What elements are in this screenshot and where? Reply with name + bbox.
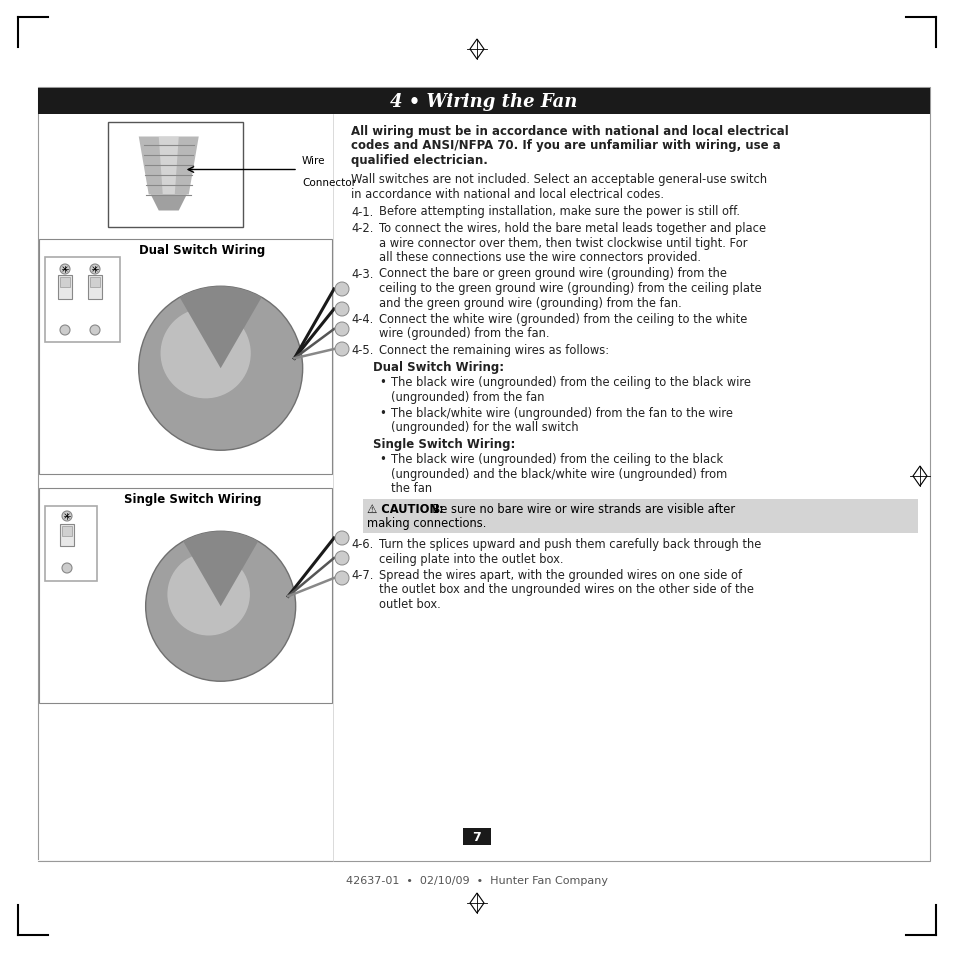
- Text: Wire: Wire: [302, 156, 325, 167]
- Circle shape: [138, 287, 302, 451]
- Circle shape: [335, 303, 349, 316]
- Text: 4-1.: 4-1.: [351, 205, 373, 218]
- Circle shape: [335, 552, 349, 565]
- Circle shape: [335, 323, 349, 336]
- Circle shape: [60, 326, 70, 335]
- Circle shape: [335, 532, 349, 545]
- Circle shape: [146, 532, 295, 681]
- Text: 4-5.: 4-5.: [351, 344, 373, 356]
- Text: Connect the white wire (grounded) from the ceiling to the white: Connect the white wire (grounded) from t…: [378, 313, 746, 326]
- Text: ceiling to the green ground wire (grounding) from the ceiling plate: ceiling to the green ground wire (ground…: [378, 282, 760, 294]
- Text: 4 • Wiring the Fan: 4 • Wiring the Fan: [390, 92, 578, 111]
- Text: Single Switch Wiring: Single Switch Wiring: [124, 493, 261, 505]
- Text: 4-4.: 4-4.: [351, 313, 373, 326]
- Text: Turn the splices upward and push them carefully back through the: Turn the splices upward and push them ca…: [378, 537, 760, 551]
- Text: Wall switches are not included. Select an acceptable general-use switch: Wall switches are not included. Select a…: [351, 173, 766, 186]
- Bar: [88, 275, 102, 299]
- Text: The black wire (ungrounded) from the ceiling to the black: The black wire (ungrounded) from the cei…: [391, 453, 722, 466]
- Text: qualified electrician.: qualified electrician.: [351, 153, 487, 167]
- Text: Spread the wires apart, with the grounded wires on one side of: Spread the wires apart, with the grounde…: [378, 568, 741, 581]
- Text: Connect the bare or green ground wire (grounding) from the: Connect the bare or green ground wire (g…: [378, 267, 726, 280]
- Circle shape: [60, 265, 70, 274]
- Bar: [38, 861, 333, 862]
- Text: Single Switch Wiring:: Single Switch Wiring:: [373, 437, 515, 451]
- Polygon shape: [470, 40, 483, 60]
- Text: The black wire (ungrounded) from the ceiling to the black wire: The black wire (ungrounded) from the cei…: [391, 375, 750, 389]
- Bar: [38, 88, 929, 862]
- Text: wire (grounded) from the fan.: wire (grounded) from the fan.: [378, 327, 549, 340]
- Text: Be sure no bare wire or wire strands are visible after: Be sure no bare wire or wire strands are…: [424, 502, 735, 516]
- Bar: [39, 240, 332, 475]
- Text: ⚠ CAUTION:: ⚠ CAUTION:: [367, 502, 443, 516]
- Polygon shape: [912, 467, 926, 486]
- Circle shape: [90, 265, 100, 274]
- Text: Before attempting installation, make sure the power is still off.: Before attempting installation, make sur…: [378, 205, 740, 218]
- Text: (ungrounded) for the wall switch: (ungrounded) for the wall switch: [391, 421, 578, 434]
- Bar: [45, 257, 120, 343]
- Text: 42637-01  •  02/10/09  •  Hunter Fan Company: 42637-01 • 02/10/09 • Hunter Fan Company: [346, 875, 607, 885]
- Text: Dual Switch Wiring:: Dual Switch Wiring:: [373, 360, 503, 374]
- Circle shape: [62, 512, 71, 521]
- Polygon shape: [158, 137, 178, 195]
- Bar: [363, 499, 917, 534]
- Text: and the green ground wire (grounding) from the fan.: and the green ground wire (grounding) fr…: [378, 296, 681, 309]
- Bar: [462, 828, 491, 845]
- Circle shape: [335, 572, 349, 585]
- Text: ceiling plate into the outlet box.: ceiling plate into the outlet box.: [378, 552, 563, 565]
- Text: making connections.: making connections.: [367, 517, 486, 530]
- Text: 7: 7: [472, 831, 481, 843]
- Text: all these connections use the wire connectors provided.: all these connections use the wire conne…: [378, 251, 700, 264]
- Circle shape: [167, 554, 250, 636]
- Text: (ungrounded) and the black/white wire (ungrounded) from: (ungrounded) and the black/white wire (u…: [391, 468, 726, 480]
- Bar: [60, 524, 74, 546]
- Text: •: •: [378, 375, 385, 389]
- Text: To connect the wires, hold the bare metal leads together and place: To connect the wires, hold the bare meta…: [378, 222, 765, 234]
- Bar: [90, 277, 100, 288]
- Text: Dual Switch Wiring: Dual Switch Wiring: [139, 244, 265, 256]
- Bar: [60, 277, 70, 288]
- Circle shape: [90, 326, 100, 335]
- Bar: [58, 275, 71, 299]
- Text: Connector: Connector: [302, 177, 355, 188]
- Text: •: •: [378, 407, 385, 419]
- Text: in accordance with national and local electrical codes.: in accordance with national and local el…: [351, 188, 663, 201]
- Bar: [38, 89, 929, 115]
- Text: 4-7.: 4-7.: [351, 568, 373, 581]
- Circle shape: [335, 343, 349, 356]
- Bar: [39, 489, 332, 703]
- Wedge shape: [179, 287, 261, 369]
- Text: outlet box.: outlet box.: [378, 598, 440, 610]
- Circle shape: [160, 309, 251, 399]
- Text: 4-6.: 4-6.: [351, 537, 373, 551]
- Text: All wiring must be in accordance with national and local electrical: All wiring must be in accordance with na…: [351, 125, 788, 138]
- Polygon shape: [151, 195, 187, 212]
- Wedge shape: [183, 532, 258, 607]
- Polygon shape: [470, 893, 483, 913]
- Text: •: •: [378, 453, 385, 466]
- Text: The black/white wire (ungrounded) from the fan to the wire: The black/white wire (ungrounded) from t…: [391, 407, 732, 419]
- Text: the outlet box and the ungrounded wires on the other side of the: the outlet box and the ungrounded wires …: [378, 583, 753, 596]
- Text: Connect the remaining wires as follows:: Connect the remaining wires as follows:: [378, 344, 608, 356]
- Text: 4-2.: 4-2.: [351, 222, 373, 234]
- Bar: [108, 123, 243, 228]
- Text: (ungrounded) from the fan: (ungrounded) from the fan: [391, 390, 544, 403]
- Bar: [45, 506, 97, 581]
- Polygon shape: [138, 137, 198, 195]
- Bar: [62, 526, 71, 537]
- Circle shape: [335, 283, 349, 296]
- Text: the fan: the fan: [391, 482, 432, 495]
- Circle shape: [62, 563, 71, 574]
- Text: codes and ANSI/NFPA 70. If you are unfamiliar with wiring, use a: codes and ANSI/NFPA 70. If you are unfam…: [351, 139, 780, 152]
- Text: a wire connector over them, then twist clockwise until tight. For: a wire connector over them, then twist c…: [378, 236, 747, 250]
- Text: 4-3.: 4-3.: [351, 267, 373, 280]
